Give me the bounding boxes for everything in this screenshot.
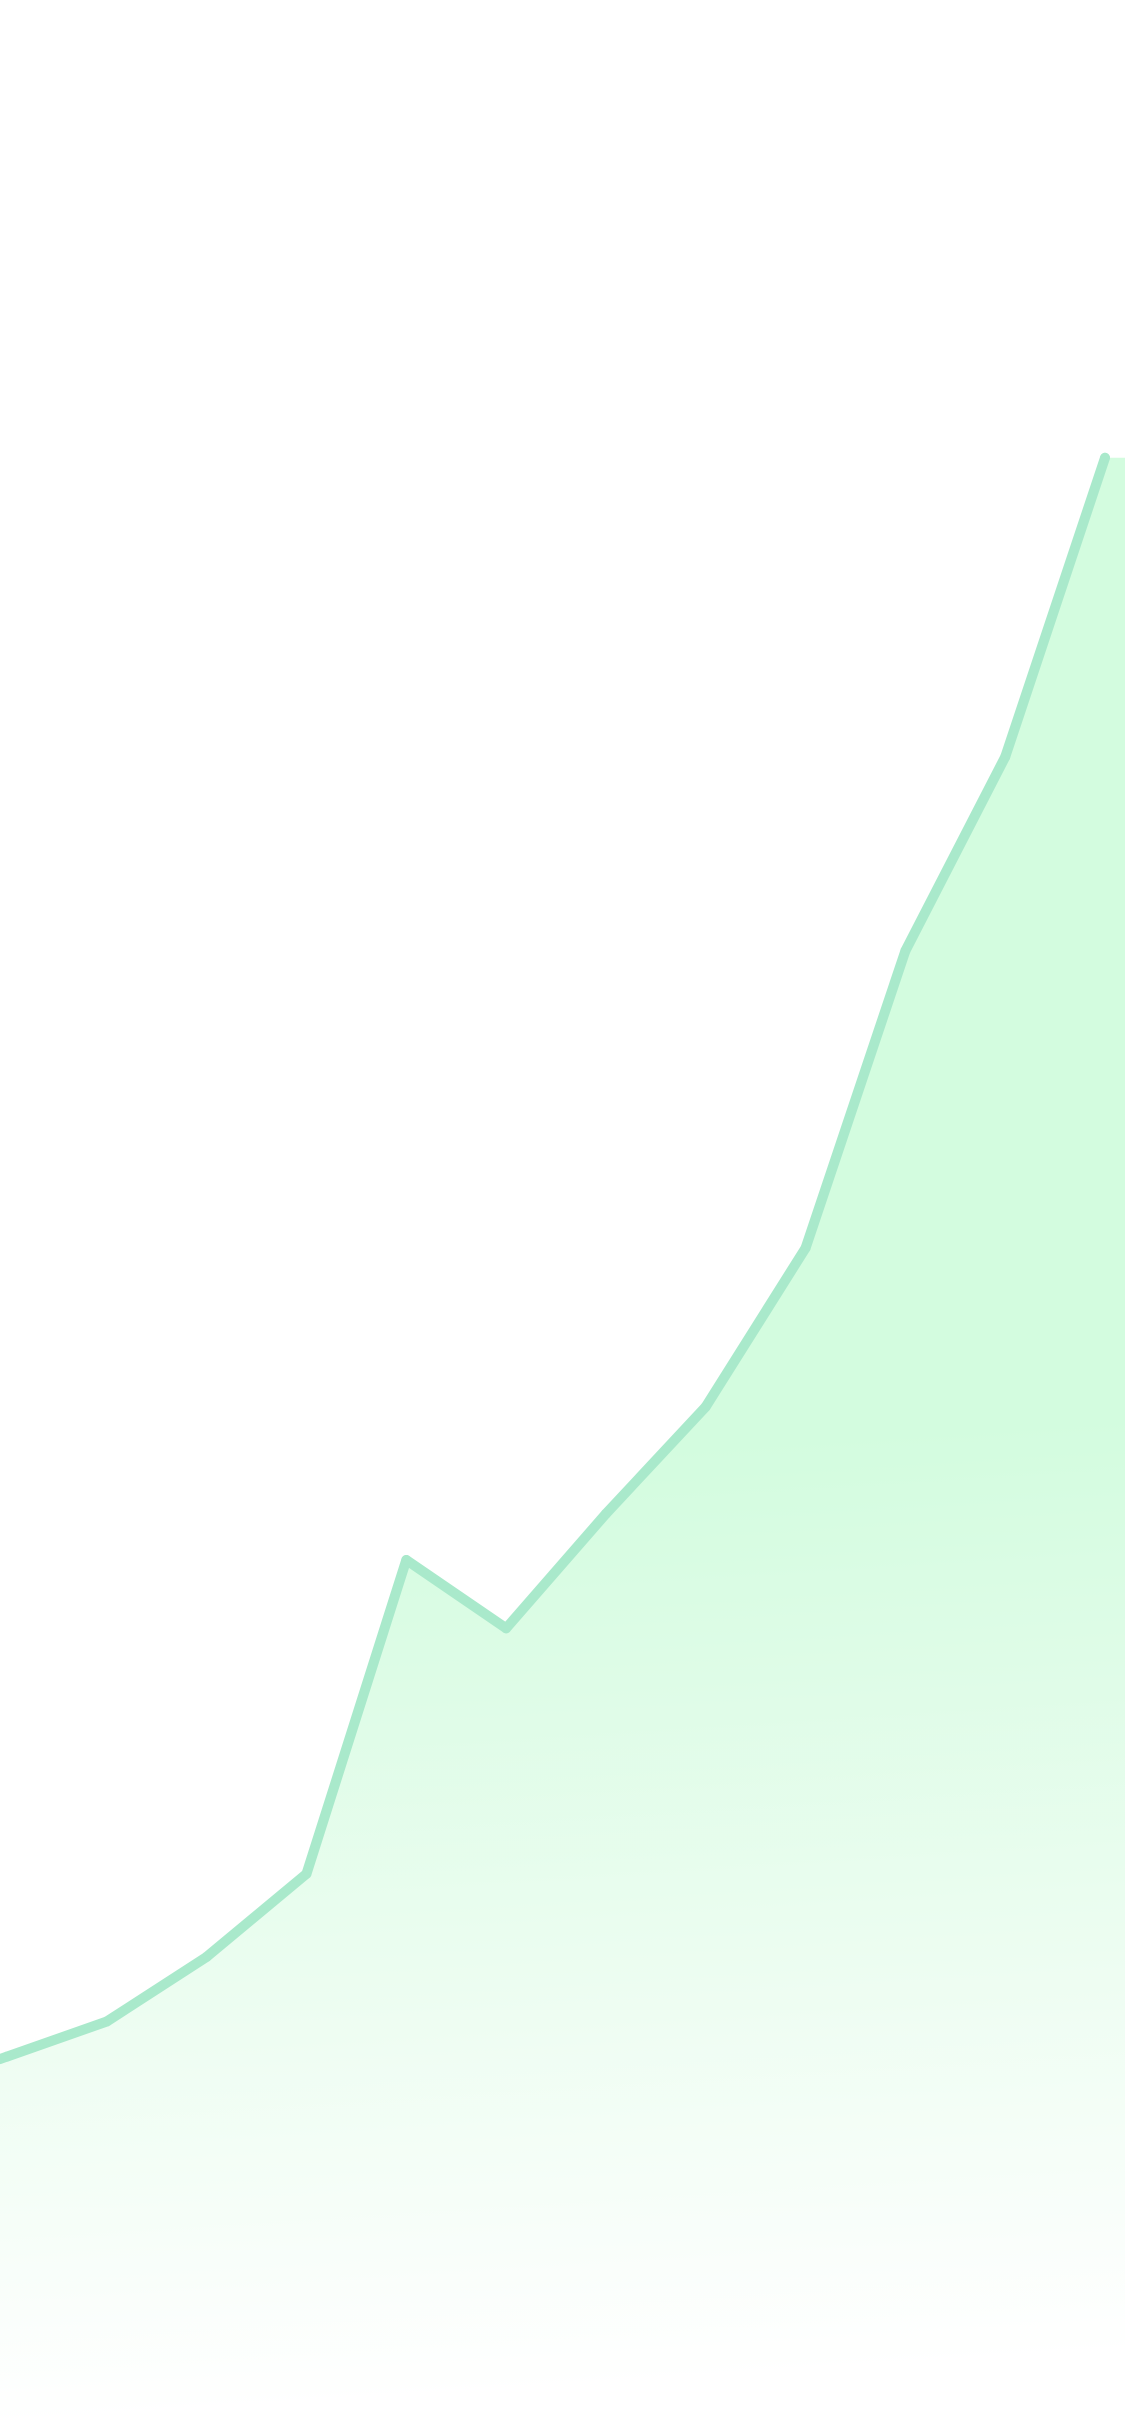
area-layer — [0, 457, 1125, 2436]
data-point — [1100, 452, 1110, 463]
series-line-segment — [900, 751, 1011, 956]
data-point — [900, 945, 911, 956]
data-point — [501, 1623, 512, 1634]
series-line-segment — [301, 1555, 412, 1879]
data-point — [101, 2016, 112, 2027]
data-point — [700, 1401, 711, 1412]
series-line-segment — [700, 1243, 811, 1412]
series-area-fill — [0, 457, 1125, 2436]
data-point — [800, 1243, 811, 1253]
data-point — [2, 2051, 12, 2062]
series-line-segment — [201, 1868, 312, 1962]
series-line-segment — [600, 1401, 711, 1519]
data-point — [301, 1868, 312, 1879]
series-line-segment — [101, 1951, 212, 2027]
data-point — [201, 1951, 212, 1962]
data-point — [1000, 751, 1011, 762]
series-line-segment — [501, 1508, 611, 1634]
data-point — [401, 1555, 412, 1565]
series-line-segment — [800, 945, 911, 1253]
data-point — [600, 1508, 611, 1519]
line-layer — [0, 452, 1110, 2065]
series-line-segment — [401, 1555, 512, 1634]
series-line-segment — [2, 2016, 112, 2062]
series-line-segment — [1000, 452, 1110, 762]
